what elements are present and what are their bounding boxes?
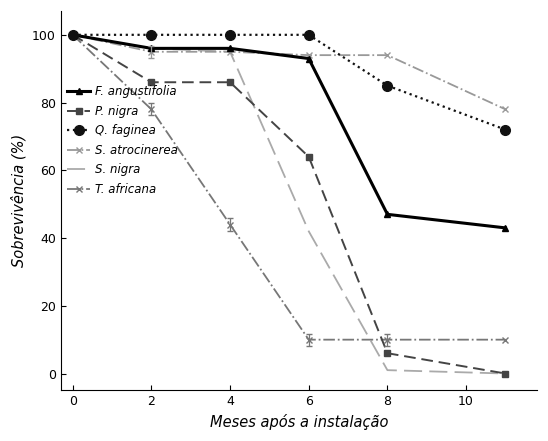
Y-axis label: Sobrevivência (%): Sobrevivência (%): [11, 134, 27, 267]
Legend: F. angustifolia, P. nigra, Q. faginea, S. atrocinerea, S. nigra, T. africana: F. angustifolia, P. nigra, Q. faginea, S…: [67, 85, 178, 196]
X-axis label: Meses após a instalação: Meses após a instalação: [210, 414, 388, 430]
